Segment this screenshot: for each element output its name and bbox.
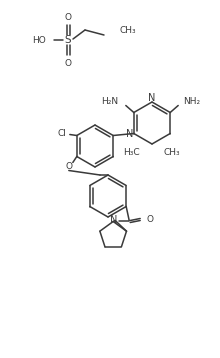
Text: O: O xyxy=(146,215,153,224)
Text: S: S xyxy=(65,35,71,45)
Text: O: O xyxy=(65,162,72,171)
Text: CH₃: CH₃ xyxy=(120,25,137,34)
Text: CH₃: CH₃ xyxy=(164,147,181,156)
Text: H₃C: H₃C xyxy=(123,147,140,156)
Text: O: O xyxy=(64,13,72,21)
Text: HO: HO xyxy=(32,35,46,44)
Text: N: N xyxy=(148,93,156,103)
Text: H₂N: H₂N xyxy=(101,97,118,106)
Text: N: N xyxy=(126,129,134,139)
Text: N: N xyxy=(110,214,118,224)
Text: NH₂: NH₂ xyxy=(183,97,200,106)
Text: O: O xyxy=(64,58,72,68)
Text: Cl: Cl xyxy=(58,129,67,138)
